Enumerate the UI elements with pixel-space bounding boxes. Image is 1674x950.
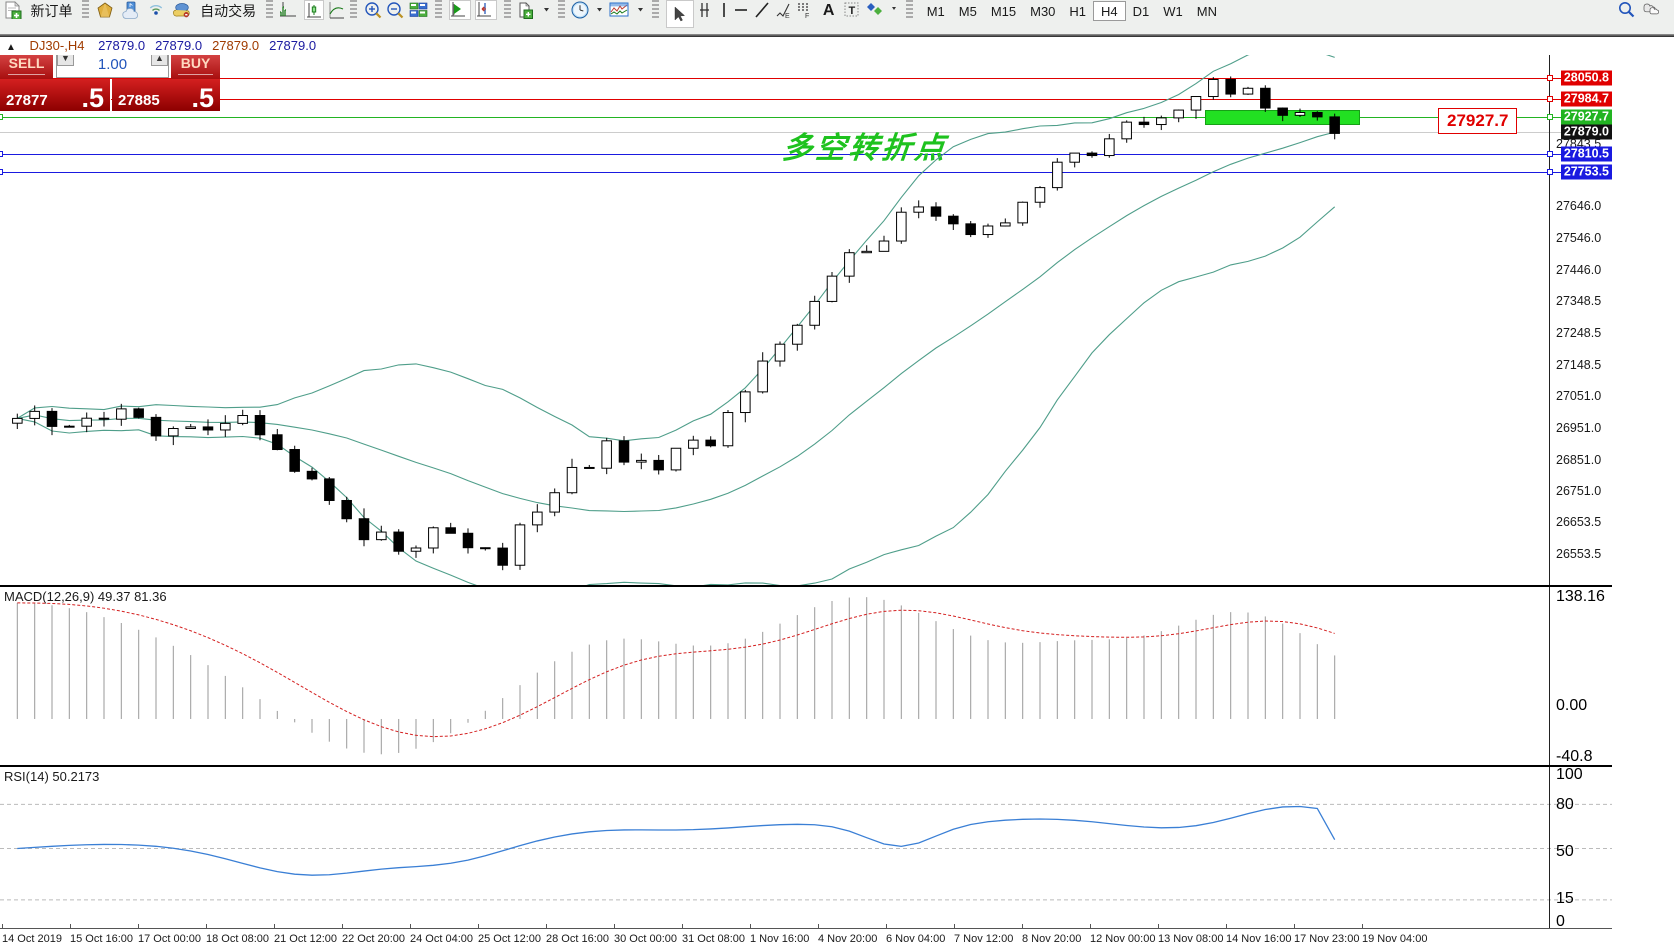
svg-text:E: E [785, 13, 790, 19]
svg-text:T: T [848, 5, 855, 17]
svg-text:F: F [805, 13, 809, 19]
